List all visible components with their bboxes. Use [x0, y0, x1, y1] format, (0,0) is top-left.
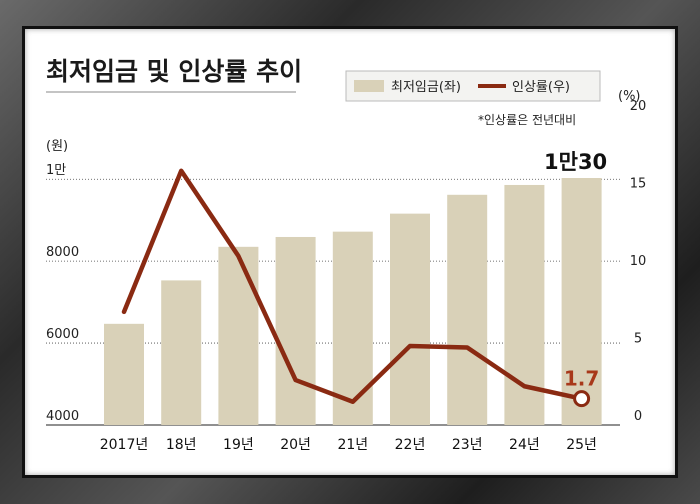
left-tick-label: 1만: [46, 163, 66, 178]
bar: [447, 194, 488, 425]
chart-note: *인상률은 전년대비: [478, 113, 576, 127]
last-line-value-label: 1.7: [564, 367, 599, 391]
x-tick-label: 24년: [509, 437, 540, 453]
bar: [275, 236, 316, 425]
left-tick-label: 6000: [46, 327, 79, 342]
left-tick-label: 8000: [46, 245, 79, 260]
bars: [104, 178, 602, 425]
x-tick-label: 23년: [452, 437, 483, 453]
last-point-marker: [573, 390, 591, 408]
right-tick-label: 20: [630, 99, 647, 114]
bar: [332, 231, 373, 425]
right-tick-label: 5: [634, 332, 642, 347]
x-tick-label: 2017년: [100, 437, 149, 453]
bar: [161, 280, 202, 425]
legend-bar-swatch: [354, 80, 384, 92]
bar: [104, 323, 144, 425]
right-tick-label: 10: [630, 254, 647, 269]
bar: [218, 246, 259, 425]
line-series: [121, 168, 591, 408]
legend: 최저임금(좌) 인상률(우): [345, 70, 601, 102]
right-axis-unit: (%): [618, 89, 641, 104]
chart-title: 최저임금 및 인상률 추이: [46, 57, 302, 86]
legend-box: [345, 70, 601, 102]
right-tick-label: 0: [634, 409, 642, 424]
x-tick-label: 20년: [280, 437, 311, 453]
axis-ticks: 4000 6000 8000 1만 0 5 10 15 20: [46, 99, 646, 424]
legend-bar-label: 최저임금(좌): [391, 80, 461, 95]
left-tick-label: 4000: [46, 409, 79, 424]
x-tick-label: 18년: [166, 437, 197, 453]
left-axis-unit: (원): [46, 139, 68, 154]
last-bar-value-label: 1만30: [544, 150, 607, 174]
right-tick-label: 15: [630, 177, 647, 192]
x-tick-label: 19년: [223, 437, 254, 453]
x-axis-ticks: 2017년 18년 19년 20년 21년 22년 23년 24년 25년: [100, 437, 597, 453]
x-tick-label: 22년: [395, 437, 426, 453]
bar: [561, 178, 602, 425]
x-tick-label: 25년: [566, 437, 597, 453]
legend-line-label: 인상률(우): [512, 80, 570, 95]
data-labels: 1만30 1.7: [544, 150, 607, 391]
rate-line: [121, 168, 584, 404]
x-tick-label: 21년: [337, 437, 368, 453]
bar: [390, 213, 430, 425]
